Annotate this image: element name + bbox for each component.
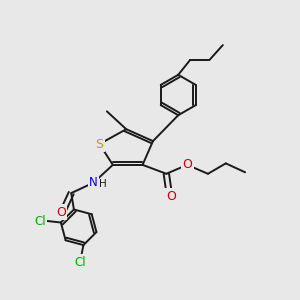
- Text: N: N: [89, 176, 98, 189]
- Text: Cl: Cl: [34, 214, 46, 227]
- Text: S: S: [95, 138, 104, 151]
- Text: O: O: [182, 158, 192, 171]
- Text: H: H: [99, 178, 106, 189]
- Text: O: O: [166, 190, 176, 202]
- Text: O: O: [56, 206, 66, 219]
- Text: Cl: Cl: [75, 256, 86, 269]
